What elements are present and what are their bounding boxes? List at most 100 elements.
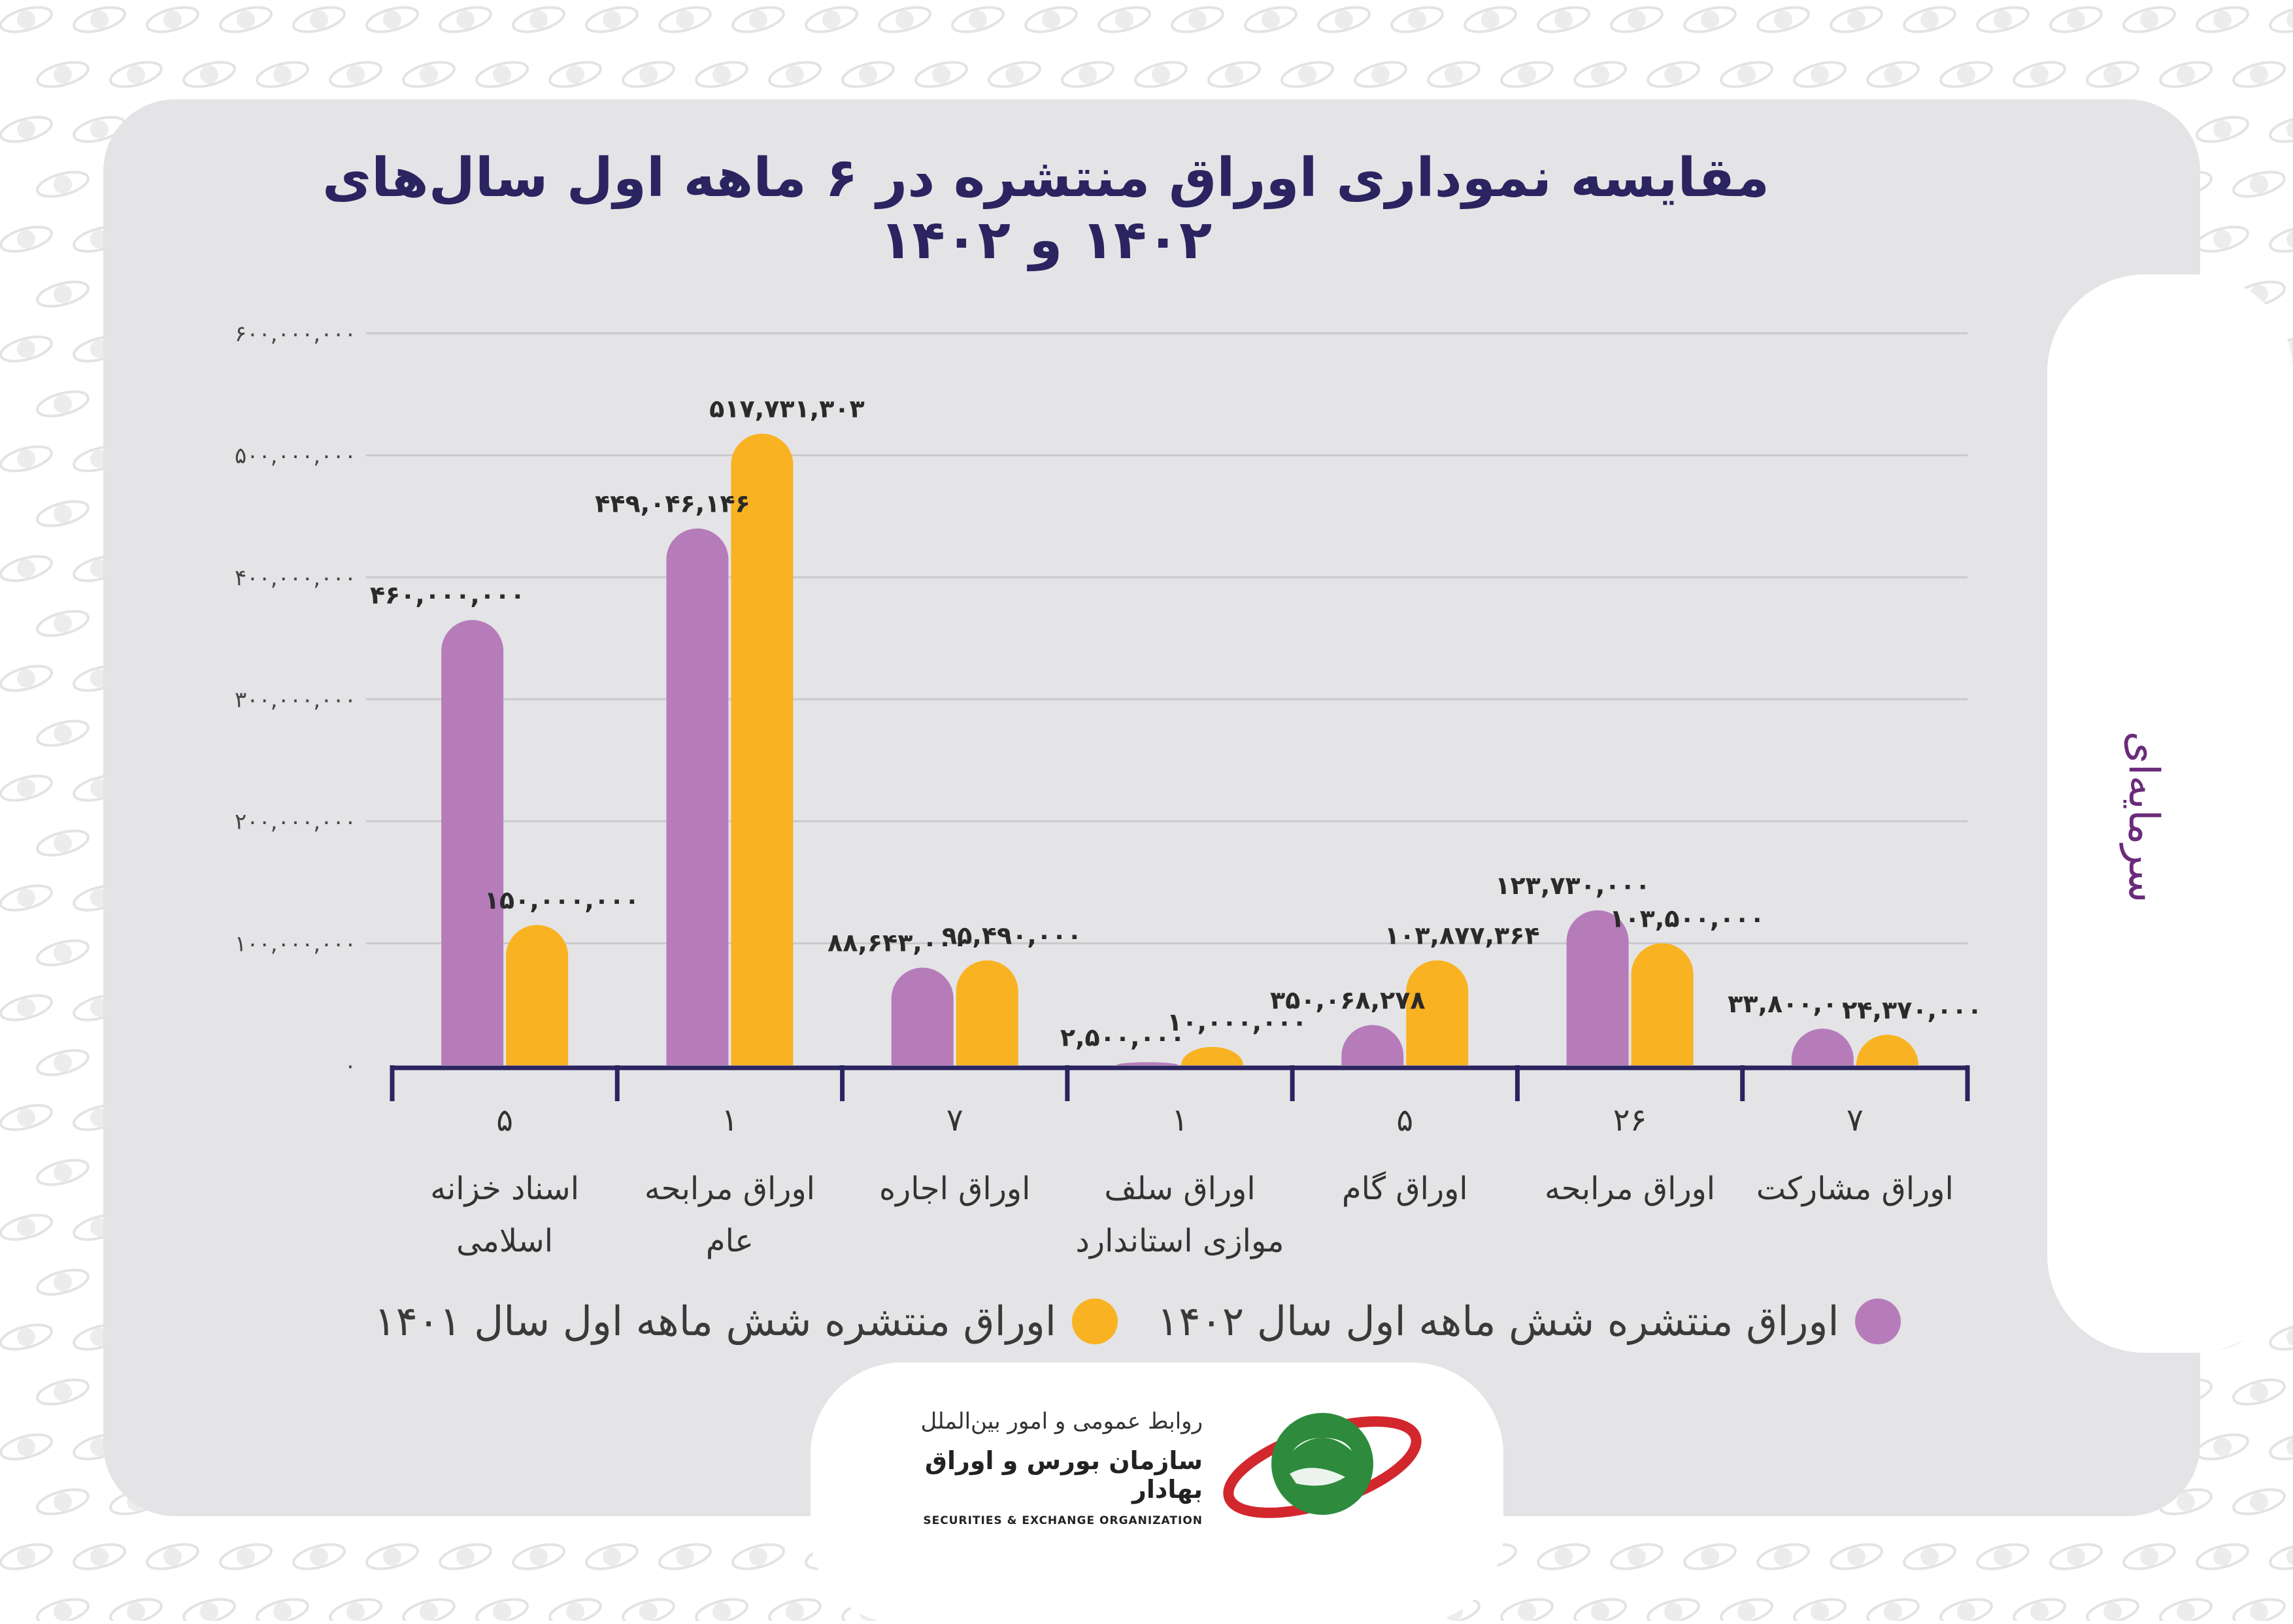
watermark-dot <box>17 1328 35 1346</box>
bar-1402-1 <box>666 528 729 1065</box>
watermark-dot <box>346 65 365 84</box>
watermark-dot <box>932 65 950 84</box>
watermark-mark <box>1647 61 1700 88</box>
watermark-dot <box>1701 10 1719 29</box>
watermark-dot <box>2286 230 2293 248</box>
category-label: اوراق مرابحه <box>1545 1170 1715 1207</box>
y-axis-ticks: ۰ ۱۰۰,۰۰۰,۰۰۰ ۲۰۰,۰۰۰,۰۰۰ ۳۰۰,۰۰۰,۰۰۰ ۴۰۰,۰۰… <box>235 321 356 1079</box>
y-tick-label: ۰ <box>344 1053 356 1079</box>
footer-org-text: روابط عمومی و امور بین‌الملل سازمان بورس… <box>863 1408 1203 1527</box>
watermark-mark <box>768 1598 822 1621</box>
watermark-mark <box>36 1488 90 1516</box>
watermark-mark <box>1464 6 1517 33</box>
watermark-mark <box>2049 1543 2103 1570</box>
watermark-mark <box>2122 6 2176 33</box>
watermark-mark <box>73 1543 126 1570</box>
watermark-dot <box>1737 1602 1756 1621</box>
bar-1402-3 <box>1116 1062 1179 1065</box>
watermark-mark <box>2159 1598 2213 1621</box>
watermark-mark <box>805 6 858 33</box>
legend-item-1401: اوراق منتشره شش ماهه اول سال ۱۴۰۱ <box>374 1297 1118 1345</box>
watermark-dot <box>17 120 35 139</box>
watermark-dot <box>895 10 914 29</box>
watermark-dot <box>969 10 987 29</box>
legend-label-1401: اوراق منتشره شش ماهه اول سال ۱۴۰۱ <box>374 1297 1056 1345</box>
watermark-dot <box>127 1602 145 1621</box>
watermark-dot <box>2140 10 2158 29</box>
watermark-mark <box>146 6 199 33</box>
watermark-dot <box>1994 1548 2012 1566</box>
watermark-mark <box>73 6 126 33</box>
watermark-dot <box>1188 10 1207 29</box>
watermark-mark <box>1610 1543 1664 1570</box>
watermark-mark <box>109 61 163 88</box>
watermark-dot <box>1298 65 1316 84</box>
watermark-mark <box>1830 6 1883 33</box>
watermark-mark <box>402 61 456 88</box>
watermark-dot <box>493 1602 511 1621</box>
seo-globe-logo-icon <box>1223 1413 1422 1518</box>
watermark-mark <box>1683 1543 1737 1570</box>
watermark-dot <box>676 1548 694 1566</box>
watermark-dot <box>639 65 658 84</box>
watermark-mark <box>36 939 90 967</box>
watermark-mark <box>475 61 529 88</box>
watermark-dot <box>2103 65 2122 84</box>
watermark-mark <box>0 774 53 802</box>
watermark-mark <box>329 61 382 88</box>
watermark-mark <box>365 6 419 33</box>
data-label: ۱۵۰,۰۰۰,۰۰۰ <box>484 886 640 914</box>
gridlines <box>366 332 1967 944</box>
watermark-mark <box>1830 1543 1883 1570</box>
watermark-mark <box>951 6 1005 33</box>
y-axis-label: سرمایه‌ای <box>2119 731 2167 903</box>
watermark-dot <box>54 944 72 962</box>
y-tick-label: ۳۰۰,۰۰۰,۰۰۰ <box>235 687 356 713</box>
y-tick-label: ۴۰۰,۰۰۰,۰۰۰ <box>235 565 356 591</box>
watermark-dot <box>529 10 548 29</box>
watermark-mark <box>36 280 90 308</box>
watermark-dot <box>1774 1548 1792 1566</box>
watermark-dot <box>163 1548 182 1566</box>
watermark-mark <box>548 1598 602 1621</box>
watermark-mark <box>0 445 53 472</box>
watermark-mark <box>439 1543 492 1570</box>
bar-1402-5 <box>1566 910 1629 1065</box>
bar-1401-5 <box>1631 943 1694 1065</box>
watermark-dot <box>2177 65 2195 84</box>
watermark-mark <box>1720 61 1773 88</box>
watermark-mark <box>0 335 53 363</box>
chart-title: مقایسه نموداری اوراق منتشره در ۶ ماهه او… <box>322 147 1769 271</box>
category-count: ۱ <box>1171 1102 1188 1138</box>
watermark-mark <box>512 6 565 33</box>
watermark-dot <box>1847 10 1866 29</box>
x-axis: ۵ اسناد خزانه اسلامی ۱ اوراق مرابحه عام ۷ اوراق… <box>390 1065 1970 1259</box>
category-label: اوراق مرابحه <box>644 1170 815 1207</box>
watermark-dot <box>2103 1602 2122 1621</box>
watermark-mark <box>1061 61 1114 88</box>
watermark-mark <box>475 1598 529 1621</box>
watermark-dot <box>1225 65 1243 84</box>
watermark-mark <box>1756 1543 1810 1570</box>
watermark-dot <box>2250 1383 2268 1401</box>
watermark-mark <box>1317 6 1371 33</box>
card-notch-right <box>2047 274 2293 1353</box>
watermark-dot <box>17 669 35 688</box>
watermark-mark <box>2196 6 2249 33</box>
watermark-mark <box>1939 61 1993 88</box>
watermark-mark <box>841 61 895 88</box>
watermark-mark <box>36 1598 90 1621</box>
y-tick-label: ۲۰۰,۰۰۰,۰۰۰ <box>235 809 356 835</box>
watermark-dot <box>1847 1548 1866 1566</box>
watermark-mark <box>1207 61 1261 88</box>
watermark-dot <box>163 10 182 29</box>
watermark-mark <box>439 6 492 33</box>
watermark-mark <box>548 61 602 88</box>
watermark-dot <box>639 1602 658 1621</box>
watermark-dot <box>712 1602 731 1621</box>
watermark-mark <box>0 225 53 253</box>
watermark-mark <box>0 1323 53 1351</box>
watermark-dot <box>1737 65 1756 84</box>
watermark-dot <box>1554 10 1573 29</box>
